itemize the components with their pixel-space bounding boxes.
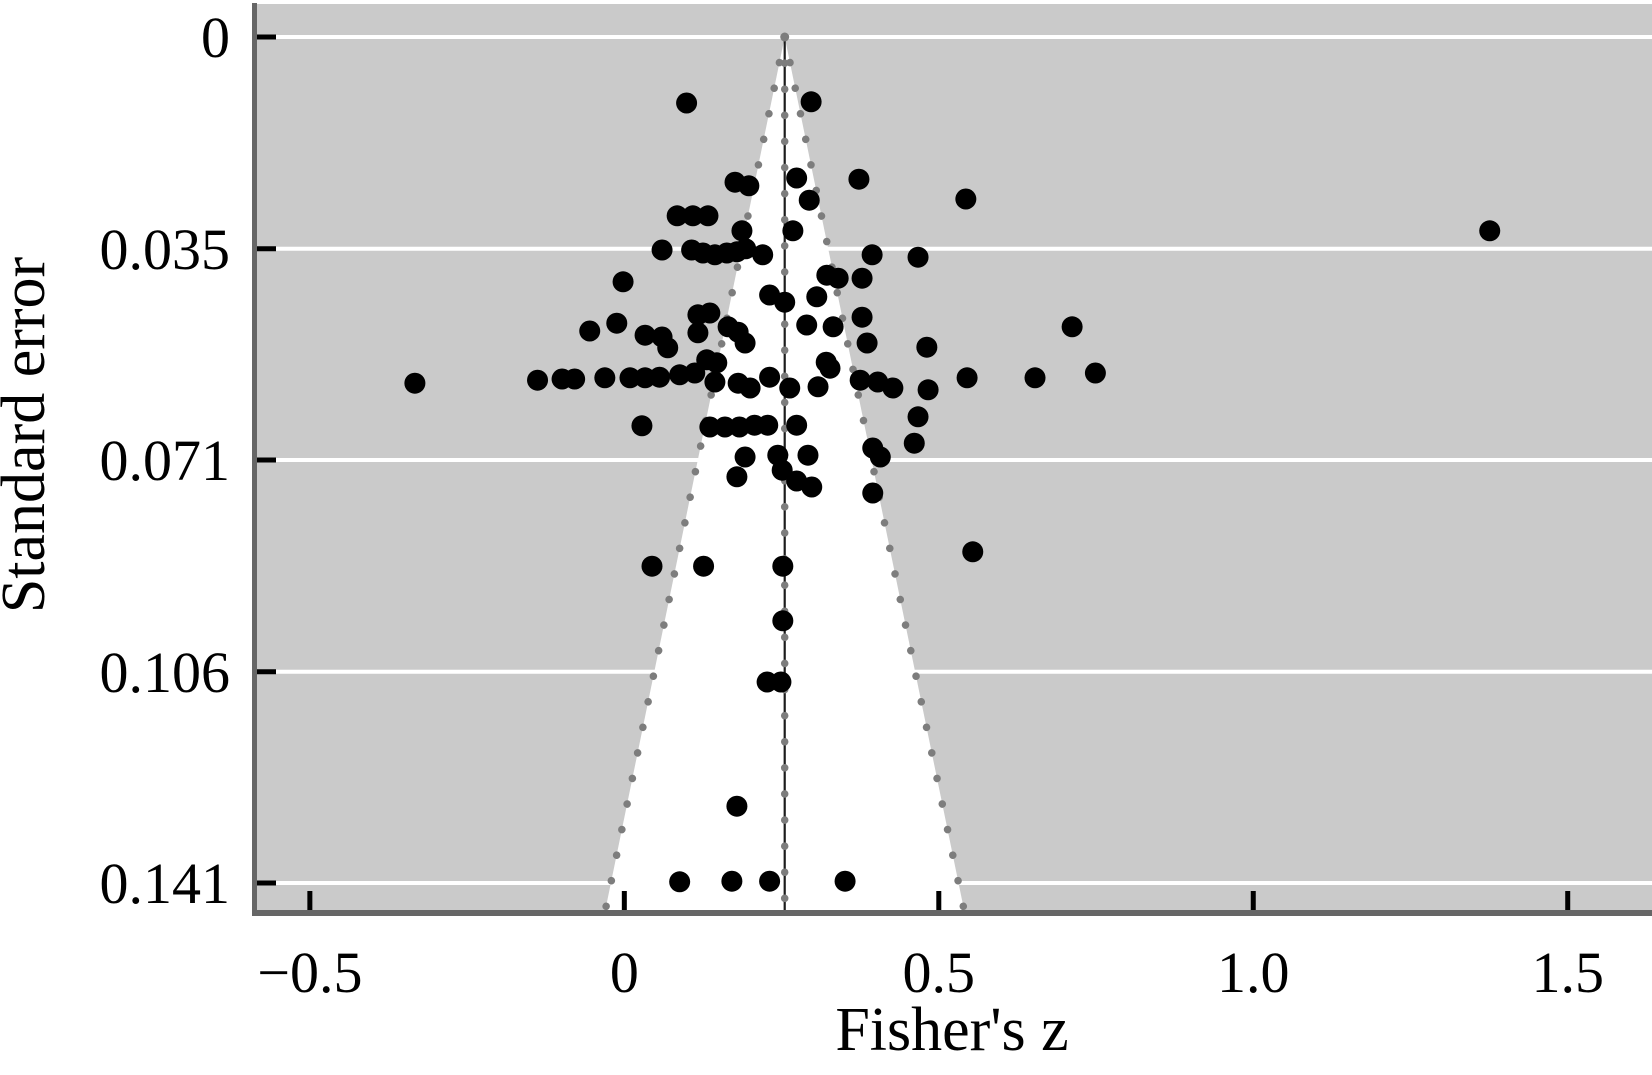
- data-point: [956, 367, 978, 389]
- data-point: [797, 444, 819, 466]
- data-point: [772, 555, 794, 577]
- y-axis-title: Standard error: [0, 256, 58, 613]
- data-point: [634, 324, 656, 346]
- data-point: [631, 415, 653, 437]
- funnel-edge-left: [600, 33, 789, 917]
- data-point: [962, 541, 984, 563]
- data-point: [903, 432, 925, 454]
- data-point: [699, 416, 721, 438]
- data-point: [706, 352, 728, 374]
- data-point: [606, 312, 628, 334]
- data-point: [882, 377, 904, 399]
- data-point: [862, 482, 884, 504]
- data-point: [851, 267, 873, 289]
- data-point: [757, 414, 779, 436]
- data-point: [649, 366, 671, 388]
- data-point: [739, 377, 761, 399]
- data-point: [641, 555, 663, 577]
- data-point: [669, 871, 691, 893]
- data-point: [735, 238, 757, 260]
- data-point: [955, 188, 977, 210]
- x-axis-title: Fisher's z: [835, 996, 1068, 1064]
- y-tick-label: 0.035: [100, 217, 231, 282]
- data-point: [1061, 316, 1083, 338]
- data-point: [594, 367, 616, 389]
- data-point: [772, 610, 794, 632]
- data-point: [738, 175, 760, 197]
- data-point: [798, 189, 820, 211]
- data-point: [917, 379, 939, 401]
- funnel-apex-dot: [780, 32, 790, 42]
- data-point: [619, 367, 641, 389]
- data-point: [1024, 367, 1046, 389]
- data-point: [657, 337, 679, 359]
- data-point: [822, 316, 844, 338]
- data-point: [759, 366, 781, 388]
- data-point: [687, 322, 709, 344]
- data-point: [782, 220, 804, 242]
- data-point: [770, 671, 792, 693]
- data-point: [1084, 362, 1106, 384]
- data-point: [759, 870, 781, 892]
- data-point: [731, 220, 753, 242]
- data-point: [869, 446, 891, 468]
- data-point: [848, 168, 870, 190]
- data-point: [726, 466, 748, 488]
- data-point: [676, 92, 698, 114]
- data-point: [807, 376, 829, 398]
- x-tick-label: 1.5: [1531, 940, 1604, 1005]
- data-point: [726, 795, 748, 817]
- data-point: [834, 870, 856, 892]
- data-point: [786, 167, 808, 189]
- data-point: [752, 244, 774, 266]
- data-point: [861, 244, 883, 266]
- data-point: [819, 357, 841, 379]
- data-point: [699, 302, 721, 324]
- x-tick-label: 0.5: [903, 940, 976, 1005]
- data-point: [856, 332, 878, 354]
- data-point: [907, 246, 929, 268]
- data-point: [774, 291, 796, 313]
- data-point: [786, 414, 808, 436]
- data-point: [779, 377, 801, 399]
- data-point: [651, 239, 673, 261]
- y-tick-label: 0: [201, 5, 230, 70]
- data-point: [714, 416, 736, 438]
- data-point: [682, 205, 704, 227]
- data-point: [916, 336, 938, 358]
- y-tick-label: 0.071: [100, 428, 231, 493]
- x-tick-label: 0: [610, 940, 639, 1005]
- data-point: [849, 369, 871, 391]
- data-point: [612, 271, 634, 293]
- data-point: [704, 371, 726, 393]
- data-point: [851, 306, 873, 328]
- x-tick-label: −0.5: [257, 940, 362, 1005]
- data-point: [527, 369, 549, 391]
- y-tick-label: 0.106: [100, 640, 231, 705]
- y-tick-label: 0.141: [100, 851, 231, 916]
- data-point: [771, 459, 793, 481]
- data-point: [579, 320, 601, 342]
- data-point: [697, 205, 719, 227]
- data-point: [907, 406, 929, 428]
- data-point: [827, 267, 849, 289]
- chart-root: 0 0.035 0.071 0.106 0.141 −0.5 0 0.5 1.0 1.5: [100, 3, 1652, 1005]
- data-point: [666, 205, 688, 227]
- data-point: [796, 314, 818, 336]
- data-point: [1479, 220, 1501, 242]
- data-point: [734, 446, 756, 468]
- data-point: [564, 368, 586, 390]
- data-point: [684, 362, 706, 384]
- data-point: [734, 332, 756, 354]
- data-point: [404, 372, 426, 394]
- data-point: [721, 870, 743, 892]
- data-point: [800, 91, 822, 113]
- data-point: [806, 286, 828, 308]
- data-point: [693, 555, 715, 577]
- x-tick-label: 1.0: [1217, 940, 1290, 1005]
- data-point: [801, 476, 823, 498]
- funnel-edge-right: [780, 33, 969, 917]
